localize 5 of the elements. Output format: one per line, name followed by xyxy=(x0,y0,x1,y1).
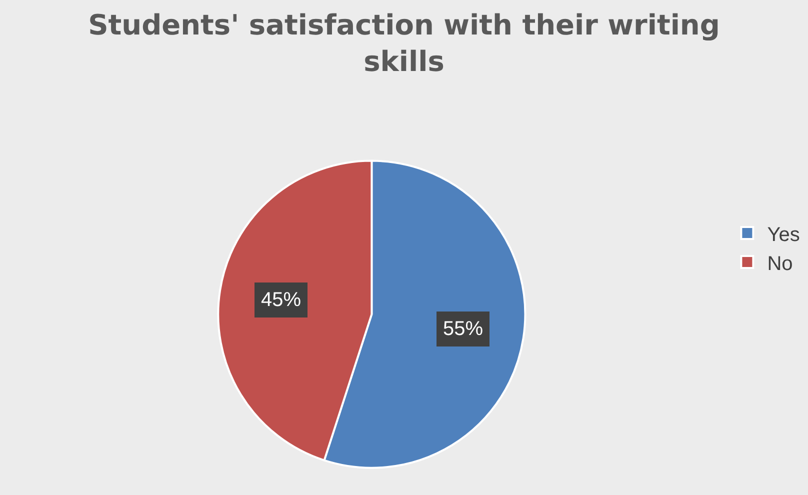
data-label: 45% xyxy=(261,289,302,311)
chart-title: Students' satisfaction with their writing skills xyxy=(88,8,720,78)
legend-label: No xyxy=(767,252,793,275)
data-label: 55% xyxy=(443,318,484,340)
legend-label: Yes xyxy=(767,224,800,246)
